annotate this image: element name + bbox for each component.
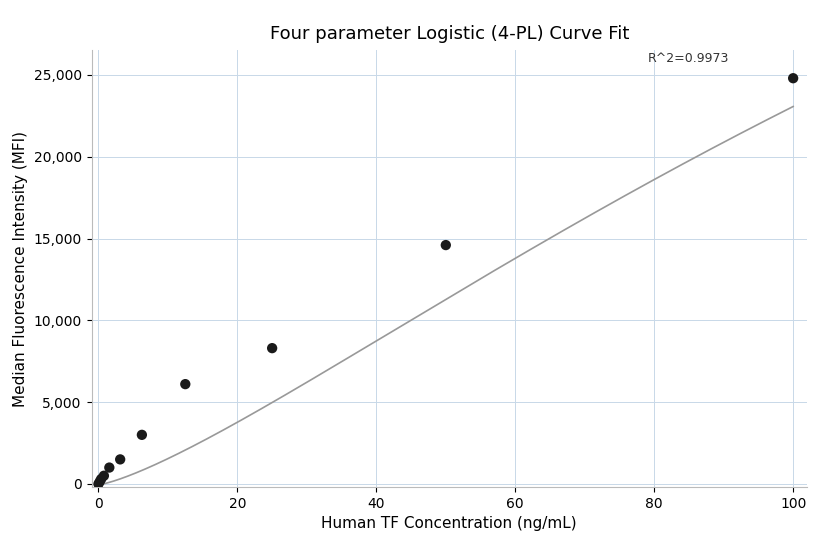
Point — [97, 472, 111, 480]
Title: Four parameter Logistic (4-PL) Curve Fit: Four parameter Logistic (4-PL) Curve Fit — [270, 25, 629, 43]
Point — [102, 463, 116, 472]
Point — [93, 477, 106, 486]
Point — [113, 455, 126, 464]
Point — [439, 241, 453, 250]
X-axis label: Human TF Concentration (ng/mL): Human TF Concentration (ng/mL) — [321, 516, 577, 531]
Point — [95, 474, 108, 483]
Point — [265, 344, 279, 353]
Point — [92, 479, 105, 488]
Point — [136, 431, 149, 440]
Y-axis label: Median Fluorescence Intensity (MFI): Median Fluorescence Intensity (MFI) — [13, 131, 28, 407]
Text: R^2=0.9973: R^2=0.9973 — [647, 52, 729, 65]
Point — [179, 380, 192, 389]
Point — [786, 74, 800, 83]
